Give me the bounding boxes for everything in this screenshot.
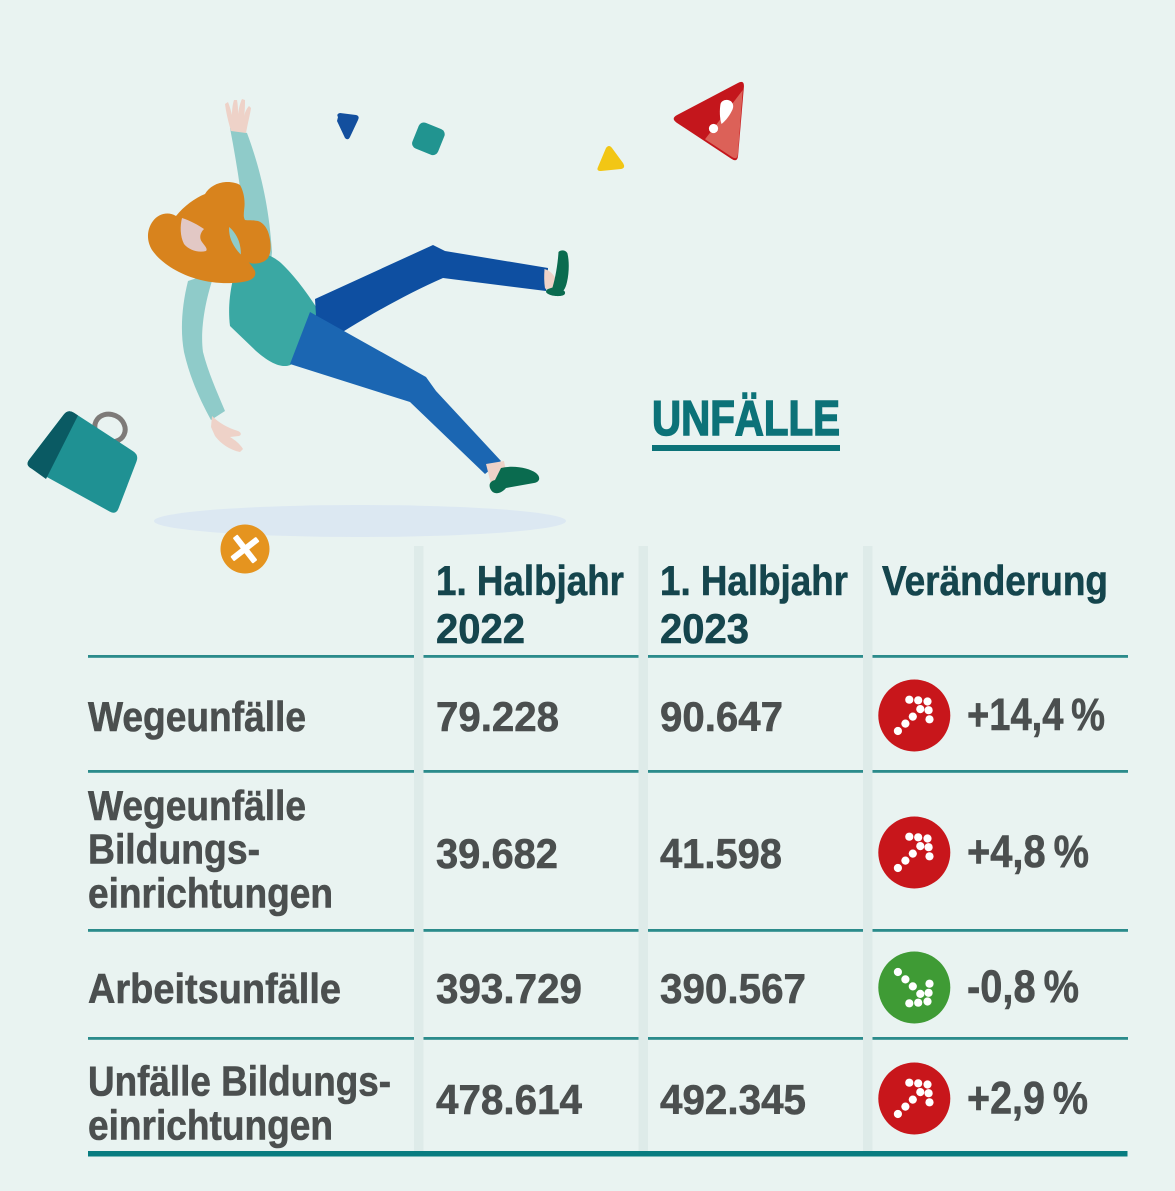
svg-text:Wegeunfälle: Wegeunfälle [88, 782, 306, 829]
svg-text:Wegeunfälle: Wegeunfälle [88, 693, 306, 740]
svg-text:2022: 2022 [436, 605, 525, 652]
svg-text:Unfälle Bildungs-: Unfälle Bildungs- [88, 1058, 391, 1105]
svg-text:393.729: 393.729 [436, 965, 582, 1012]
svg-text:478.614: 478.614 [436, 1076, 583, 1123]
svg-text:Veränderung: Veränderung [882, 557, 1108, 604]
svg-text:90.647: 90.647 [660, 693, 783, 740]
svg-text:390.567: 390.567 [660, 965, 806, 1012]
svg-text:Arbeitsunfälle: Arbeitsunfälle [88, 965, 341, 1012]
svg-text:+4,8 %: +4,8 % [967, 826, 1089, 877]
svg-text:41.598: 41.598 [660, 830, 782, 877]
svg-text:39.682: 39.682 [436, 830, 558, 877]
svg-text:+14,4 %: +14,4 % [967, 689, 1105, 740]
svg-text:UNFÄLLE: UNFÄLLE [652, 392, 840, 446]
svg-text:79.228: 79.228 [436, 693, 559, 740]
svg-text:-0,8 %: -0,8 % [967, 961, 1079, 1012]
svg-text:2023: 2023 [660, 605, 749, 652]
svg-text:+2,9 %: +2,9 % [967, 1073, 1088, 1124]
svg-text:Bildungs-: Bildungs- [88, 826, 260, 873]
svg-text:492.345: 492.345 [660, 1076, 806, 1123]
svg-text:einrichtungen: einrichtungen [88, 870, 333, 917]
svg-text:1. Halbjahr: 1. Halbjahr [436, 557, 624, 604]
svg-text:1. Halbjahr: 1. Halbjahr [660, 557, 848, 604]
svg-text:einrichtungen: einrichtungen [88, 1102, 333, 1149]
